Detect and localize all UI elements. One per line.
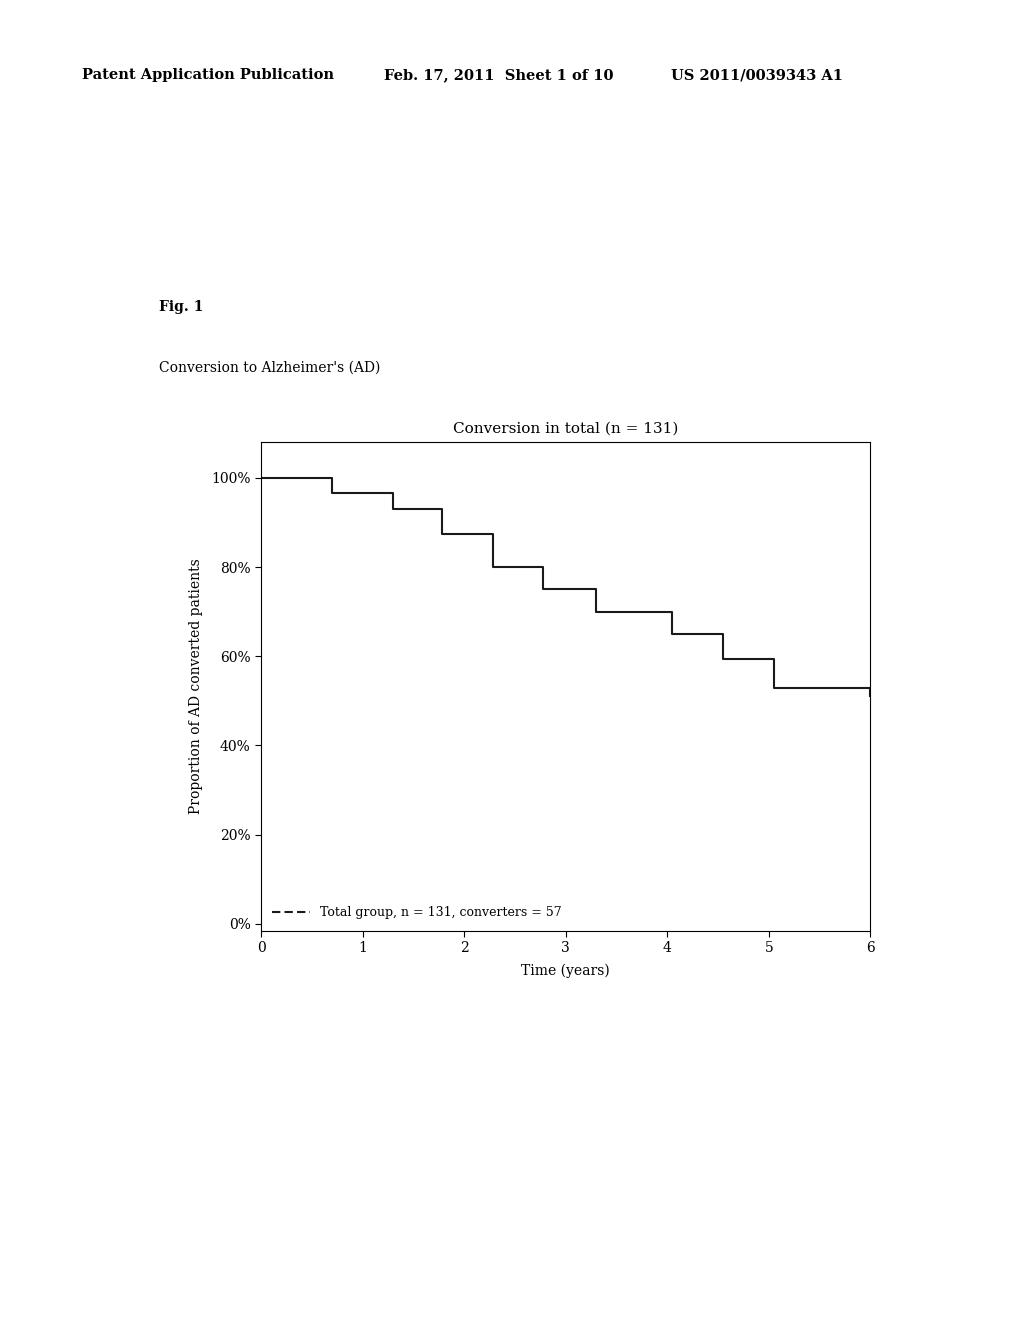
Y-axis label: Proportion of AD converted patients: Proportion of AD converted patients <box>188 558 203 814</box>
X-axis label: Time (years): Time (years) <box>521 964 610 978</box>
Text: Fig. 1: Fig. 1 <box>159 300 203 314</box>
Text: US 2011/0039343 A1: US 2011/0039343 A1 <box>671 69 843 82</box>
Text: Conversion to Alzheimer's (AD): Conversion to Alzheimer's (AD) <box>159 360 380 375</box>
Title: Conversion in total (n = 131): Conversion in total (n = 131) <box>453 421 679 436</box>
Text: Feb. 17, 2011  Sheet 1 of 10: Feb. 17, 2011 Sheet 1 of 10 <box>384 69 613 82</box>
Legend: Total group, n = 131, converters = 57: Total group, n = 131, converters = 57 <box>267 902 566 924</box>
Text: Patent Application Publication: Patent Application Publication <box>82 69 334 82</box>
